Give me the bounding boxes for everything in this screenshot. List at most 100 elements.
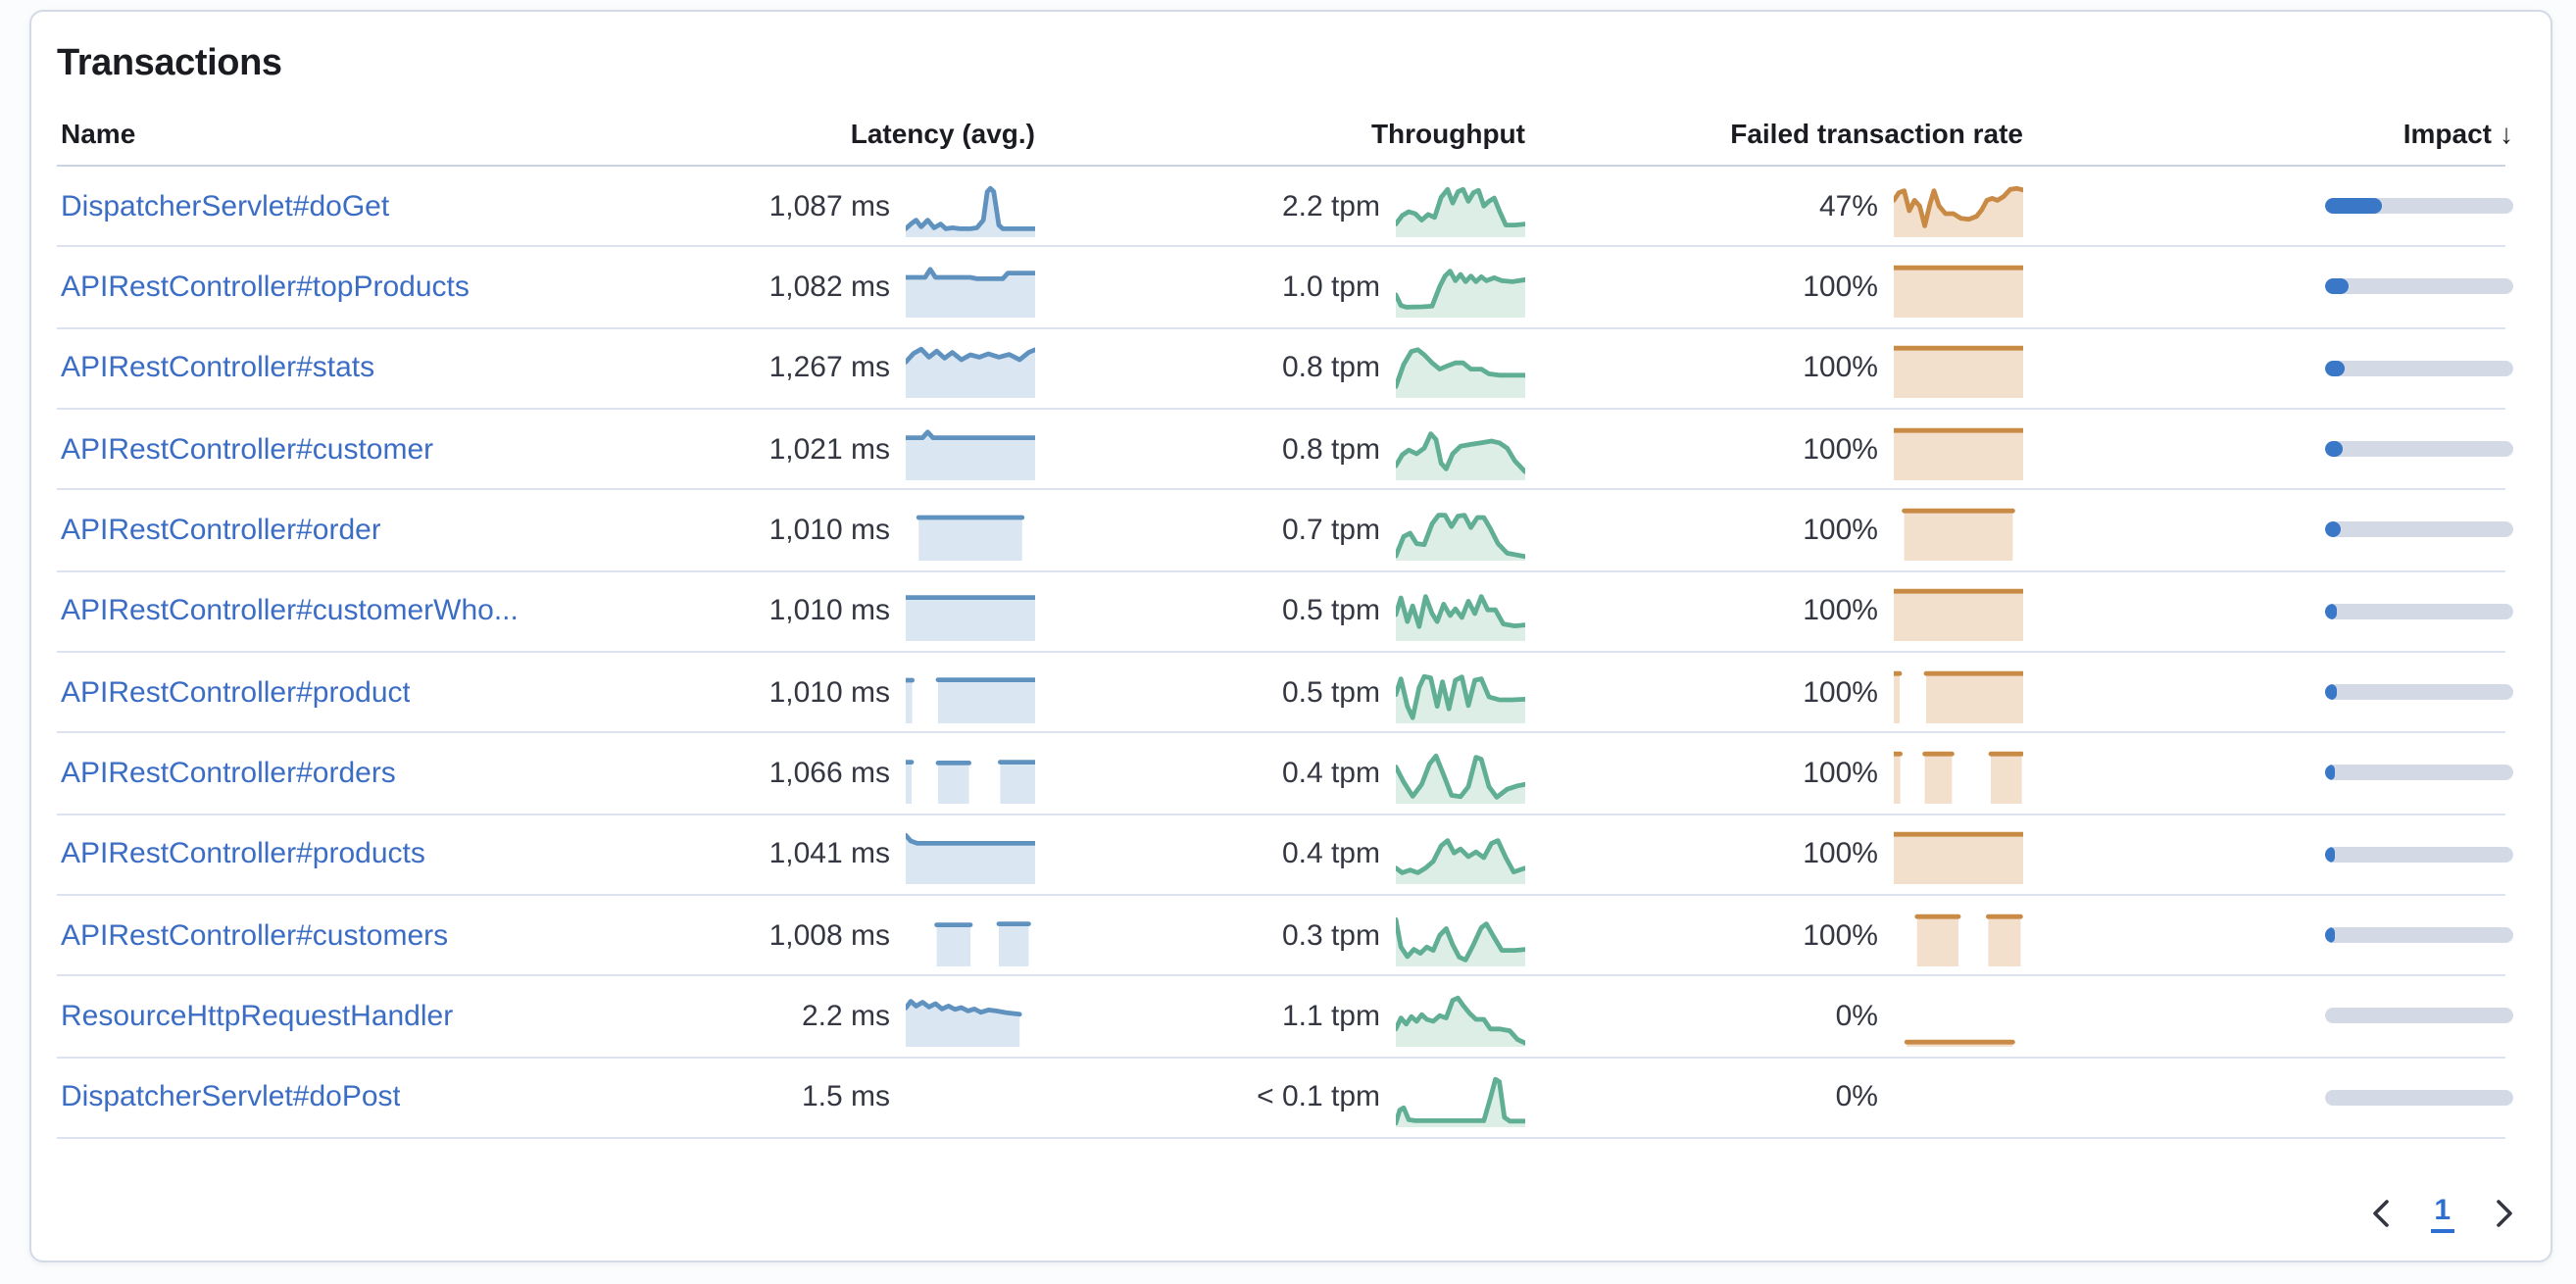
prev-page-button[interactable]: [2357, 1194, 2403, 1233]
latency-sparkline: [903, 589, 1038, 642]
failed-rate-cell: 100%: [1525, 585, 2026, 642]
throughput-cell: 0.7 tpm: [1035, 504, 1528, 561]
latency-sparkline: [903, 832, 1038, 885]
impact-bar-fill: [2325, 603, 2338, 619]
column-header-failed[interactable]: Failed transaction rate: [1525, 117, 2023, 148]
transaction-name-link[interactable]: APIRestController#topProducts: [61, 270, 470, 304]
throughput-sparkline: [1393, 1075, 1528, 1128]
latency-cell: 1,010 ms: [614, 666, 1038, 723]
latency-sparkline: [906, 1075, 1035, 1128]
transaction-name-link[interactable]: DispatcherServlet#doPost: [61, 1080, 401, 1114]
name-cell: DispatcherServlet#doGet: [57, 189, 614, 222]
transactions-card: Transactions Name Latency (avg.) Throughpu…: [29, 10, 2552, 1262]
next-page-button[interactable]: [2482, 1194, 2527, 1233]
failed-rate-cell: 100%: [1525, 747, 2024, 804]
column-header-label: Throughput: [1370, 117, 1525, 148]
latency-cell: 1,008 ms: [614, 909, 1035, 966]
throughput-cell: 0.5 tpm: [1035, 666, 1528, 723]
card-title: Transactions: [57, 43, 282, 84]
name-cell: APIRestController#product: [57, 675, 614, 709]
latency-value: 1,066 ms: [768, 756, 890, 790]
pagination: 1: [31, 1186, 2527, 1241]
transaction-name-link[interactable]: APIRestController#customerWho...: [61, 594, 519, 628]
latency-value: 1,010 ms: [768, 513, 890, 547]
latency-cell: 1,021 ms: [614, 422, 1038, 480]
latency-sparkline: [903, 669, 1038, 723]
failed-rate-sparkline: [1891, 832, 2026, 885]
impact-cell: [2023, 1089, 2513, 1106]
table-body: DispatcherServlet#doGet 1,087 ms 2.2 tpm 47…: [57, 167, 2513, 1139]
failed-rate-cell: 0%: [1525, 990, 2023, 1047]
column-header-label: Impact: [2403, 117, 2492, 148]
impact-bar: [2325, 278, 2513, 295]
latency-value: 2.2 ms: [801, 999, 890, 1033]
table-row: APIRestController#products 1,041 ms 0.4 tp…: [57, 815, 2513, 896]
impact-bar: [2325, 441, 2513, 458]
throughput-cell: < 0.1 tpm: [1035, 1071, 1528, 1128]
failed-rate-sparkline: [1891, 183, 2026, 237]
throughput-sparkline: [1393, 346, 1528, 399]
latency-value: 1,082 ms: [768, 270, 890, 304]
table-row: APIRestController#stats 1,267 ms 0.8 tpm 10…: [57, 328, 2513, 410]
failed-rate-value: 100%: [1803, 513, 1878, 547]
table-row: ResourceHttpRequestHandler 2.2 ms 1.1 tpm 0…: [57, 977, 2513, 1059]
impact-bar-fill: [2325, 521, 2341, 538]
failed-rate-sparkline: [1894, 994, 2023, 1047]
page-number-1[interactable]: 1: [2430, 1194, 2454, 1233]
transaction-name-link[interactable]: ResourceHttpRequestHandler: [61, 999, 454, 1033]
latency-value: 1,021 ms: [768, 432, 890, 467]
failed-rate-value: 100%: [1803, 837, 1878, 871]
failed-rate-sparkline: [1891, 669, 2026, 723]
impact-bar: [2325, 603, 2513, 619]
throughput-sparkline: [1393, 589, 1528, 642]
failed-rate-cell: 100%: [1525, 828, 2026, 885]
column-header-impact[interactable]: Impact ↓: [2023, 117, 2513, 148]
throughput-sparkline: [1393, 669, 1528, 723]
transaction-name-link[interactable]: APIRestController#orders: [61, 756, 396, 790]
failed-rate-value: 100%: [1803, 594, 1878, 628]
table-row: APIRestController#customer 1,021 ms 0.8 tp…: [57, 410, 2513, 491]
latency-value: 1,267 ms: [768, 351, 890, 385]
throughput-cell: 0.8 tpm: [1035, 422, 1528, 480]
transaction-name-link[interactable]: APIRestController#customer: [61, 432, 434, 467]
impact-cell: [2023, 603, 2513, 619]
impact-cell: [2023, 278, 2513, 295]
transaction-name-link[interactable]: APIRestController#stats: [61, 351, 375, 385]
column-header-latency[interactable]: Latency (avg.): [614, 117, 1035, 148]
throughput-value: 0.5 tpm: [1281, 675, 1380, 710]
column-header-throughput[interactable]: Throughput: [1035, 117, 1525, 148]
chevron-left-icon: [2372, 1200, 2389, 1227]
name-cell: ResourceHttpRequestHandler: [57, 1000, 614, 1033]
name-cell: APIRestController#stats: [57, 352, 614, 385]
transaction-name-link[interactable]: APIRestController#customers: [61, 918, 449, 953]
latency-value: 1,010 ms: [768, 594, 890, 628]
impact-bar-fill: [2325, 360, 2345, 376]
failed-rate-cell: 100%: [1525, 261, 2026, 318]
throughput-cell: 0.5 tpm: [1035, 585, 1528, 642]
transaction-name-link[interactable]: APIRestController#order: [61, 513, 381, 547]
throughput-value: 0.3 tpm: [1281, 918, 1380, 953]
impact-bar-fill: [2325, 684, 2337, 701]
failed-rate-sparkline: [1891, 265, 2026, 318]
transaction-name-link[interactable]: APIRestController#products: [61, 837, 425, 871]
failed-rate-value: 100%: [1803, 432, 1878, 467]
throughput-sparkline: [1393, 832, 1528, 885]
failed-rate-sparkline: [1891, 346, 2026, 399]
latency-sparkline: [903, 426, 1038, 480]
latency-cell: 1,066 ms: [614, 747, 1038, 804]
transaction-name-link[interactable]: DispatcherServlet#doGet: [61, 189, 390, 223]
column-header-name[interactable]: Name: [57, 117, 614, 148]
latency-cell: 1,010 ms: [614, 585, 1038, 642]
latency-sparkline: [906, 913, 1035, 966]
table-row: APIRestController#topProducts 1,082 ms 1.0…: [57, 248, 2513, 329]
failed-rate-value: 47%: [1818, 189, 1878, 223]
latency-sparkline: [903, 994, 1035, 1047]
transaction-name-link[interactable]: APIRestController#product: [61, 675, 411, 710]
throughput-cell: 1.1 tpm: [1035, 990, 1528, 1047]
table-row: APIRestController#order 1,010 ms 0.7 tpm 10…: [57, 491, 2513, 572]
column-header-label: Latency (avg.): [850, 117, 1035, 148]
throughput-cell: 0.3 tpm: [1035, 909, 1528, 966]
column-header-label: Name: [61, 117, 136, 148]
impact-bar-fill: [2325, 765, 2336, 781]
